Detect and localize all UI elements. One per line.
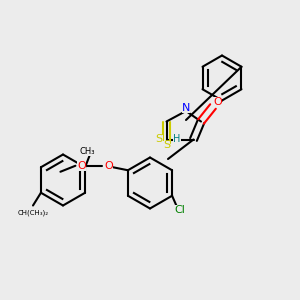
- Text: CH₃: CH₃: [79, 147, 95, 156]
- Text: N: N: [182, 103, 190, 113]
- Text: O: O: [104, 161, 113, 171]
- Text: S: S: [155, 134, 163, 145]
- Text: H: H: [173, 134, 181, 145]
- Text: O: O: [77, 161, 86, 171]
- Text: CH(CH₃)₂: CH(CH₃)₂: [17, 210, 49, 216]
- Text: Cl: Cl: [175, 205, 185, 215]
- Text: O: O: [213, 97, 222, 107]
- Text: S: S: [163, 140, 170, 151]
